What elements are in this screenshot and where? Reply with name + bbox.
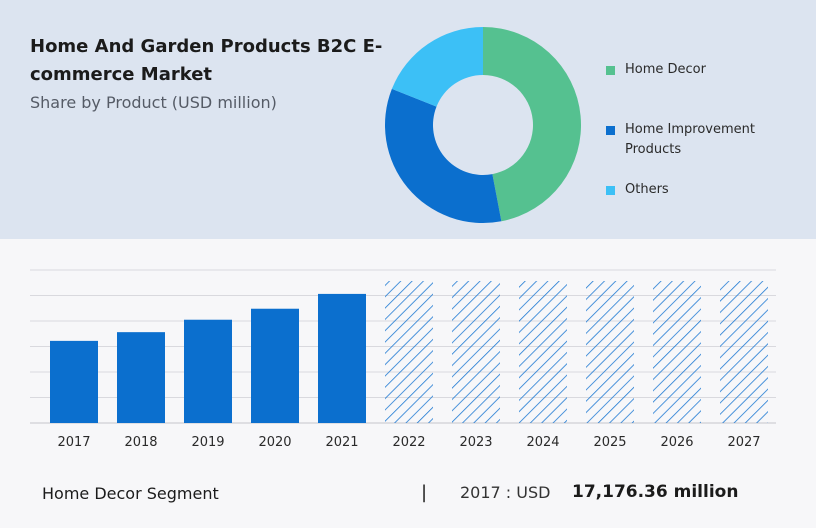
legend-label: Home Improvement Products (625, 122, 755, 157)
x-tick-label: 2026 (660, 435, 693, 450)
highlight-year: 2017 : USD (460, 483, 551, 502)
footer-divider: | (421, 482, 428, 503)
x-tick-label: 2022 (392, 435, 425, 450)
footer: Home Decor Segment | 2017 : USD 17,176.3… (0, 470, 816, 520)
x-tick-label: 2024 (526, 435, 559, 450)
legend-item: Home Decor (606, 60, 806, 80)
bar-2025 (586, 280, 634, 423)
highlight-value: 17,176.36 million (572, 482, 739, 502)
bar-2021 (318, 293, 366, 423)
bar-chart: 2017 2018 2019 2020 2021 2022 2023 2024 2025 2026… (30, 269, 776, 450)
bar-2019 (184, 319, 232, 423)
bar-2017 (50, 340, 98, 423)
pie-slice-others (391, 26, 483, 107)
legend-swatch (606, 66, 615, 75)
segment-name: Home Decor Segment (42, 484, 219, 503)
chart-subtitle: Share by Product (USD million) (30, 93, 277, 112)
bar-2022 (385, 280, 433, 423)
bar-2024 (519, 280, 567, 423)
legend-swatch (606, 186, 615, 195)
bar-2023 (452, 280, 500, 423)
legend-swatch (606, 126, 615, 135)
bar-2026 (653, 280, 701, 423)
bar-2018 (117, 332, 165, 423)
pie-slice-home-improvement-products (385, 88, 502, 223)
legend-item: Home Improvement Products (606, 120, 806, 160)
bar-2020 (251, 308, 299, 423)
x-tick-label: 2023 (459, 435, 492, 450)
x-tick-label: 2019 (191, 435, 224, 450)
legend-label: Home Decor (625, 62, 706, 77)
x-tick-label: 2027 (727, 435, 760, 450)
legend-label: Others (625, 182, 669, 197)
x-tick-label: 2025 (593, 435, 626, 450)
pie-slice-home-decor (483, 27, 581, 222)
legend-item: Others (606, 180, 806, 200)
x-tick-label: 2021 (325, 435, 358, 450)
x-tick-label: 2018 (124, 435, 157, 450)
bar-2027 (720, 280, 768, 423)
x-tick-label: 2017 (57, 435, 90, 450)
chart-title: Home And Garden Products B2C E-commerce … (30, 36, 383, 85)
x-tick-label: 2020 (258, 435, 291, 450)
donut-chart (385, 26, 581, 223)
